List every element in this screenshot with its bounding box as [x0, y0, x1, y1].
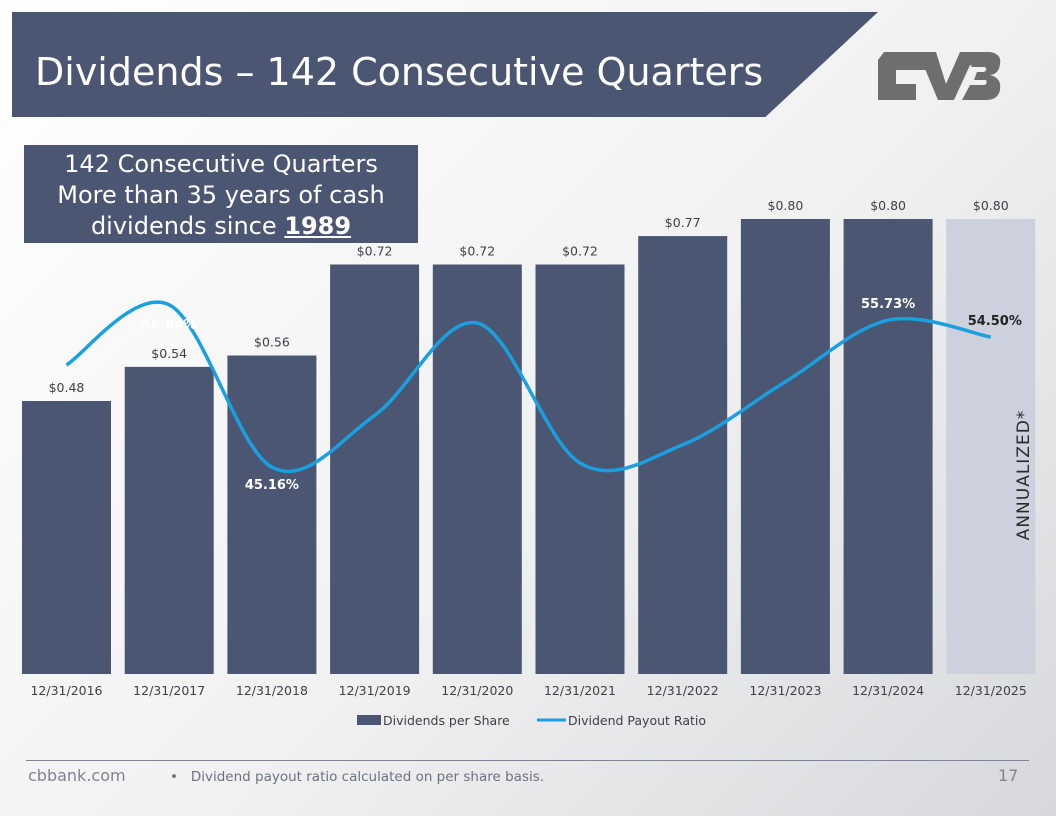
bar-value-label-12/31/2024: $0.80 — [870, 198, 906, 213]
page-title: Dividends – 142 Consecutive Quarters — [35, 50, 764, 94]
x-tick-label-12/31/2023: 12/31/2023 — [749, 683, 821, 698]
bar-12/31/2023 — [740, 219, 830, 674]
footer-note-text: Dividend payout ratio calculated on per … — [190, 769, 545, 785]
bar-12/31/2020 — [432, 264, 522, 674]
payout-label-12/31/2018: 45.16% — [245, 478, 299, 493]
bar-value-label-12/31/2025: $0.80 — [973, 198, 1009, 213]
bar-12/31/2019 — [330, 264, 420, 674]
bar-12/31/2024 — [843, 219, 933, 674]
bar-12/31/2022 — [638, 236, 728, 674]
bar-value-label-12/31/2020: $0.72 — [459, 244, 495, 259]
title-banner — [12, 12, 878, 117]
x-tick-label-12/31/2025: 12/31/2025 — [955, 683, 1027, 698]
logo-c-shape — [878, 52, 930, 100]
footer-note: • Dividend payout ratio calculated on pe… — [170, 769, 545, 785]
footer-divider — [26, 760, 1029, 761]
callout-box: 142 Consecutive Quarters More than 35 ye… — [24, 145, 418, 243]
callout-line-3: dividends since 1989 — [24, 211, 418, 242]
x-tick-label-12/31/2024: 12/31/2024 — [852, 683, 924, 698]
x-tick-label-12/31/2020: 12/31/2020 — [441, 683, 513, 698]
x-tick-label-12/31/2021: 12/31/2021 — [544, 683, 616, 698]
bar-value-label-12/31/2019: $0.72 — [357, 244, 393, 259]
x-tick-label-12/31/2019: 12/31/2019 — [339, 683, 411, 698]
legend-label-dividends: Dividends per Share — [383, 713, 510, 728]
page-number: 17 — [998, 766, 1019, 785]
footer-site: cbbank.com — [28, 766, 126, 785]
legend-swatch-dividends — [357, 715, 381, 725]
payout-label-12/31/2017: 56.84% — [142, 318, 196, 333]
payout-label-12/31/2024: 55.73% — [861, 297, 915, 312]
x-tick-label-12/31/2016: 12/31/2016 — [30, 683, 102, 698]
callout-line-1: 142 Consecutive Quarters — [64, 150, 378, 178]
x-tick-label-12/31/2018: 12/31/2018 — [236, 683, 308, 698]
bar-12/31/2017 — [124, 366, 214, 674]
payout-label-12/31/2025: 54.50% — [968, 314, 1022, 329]
callout-year: 1989 — [284, 212, 352, 240]
callout-line-2: More than 35 years of cash — [57, 181, 385, 209]
logo-v-shape — [918, 52, 976, 100]
logo-b-shape — [962, 52, 1001, 100]
bar-12/31/2025 — [946, 219, 1036, 674]
cvb-logo-icon — [878, 52, 1001, 100]
bar-value-label-12/31/2021: $0.72 — [562, 244, 598, 259]
x-tick-label-12/31/2022: 12/31/2022 — [647, 683, 719, 698]
bar-value-label-12/31/2017: $0.54 — [151, 346, 187, 361]
bar-value-label-12/31/2022: $0.77 — [665, 215, 701, 230]
legend-label-payout: Dividend Payout Ratio — [568, 713, 706, 728]
bar-12/31/2018 — [227, 355, 317, 674]
bar-12/31/2016 — [22, 401, 111, 674]
bar-value-label-12/31/2018: $0.56 — [254, 335, 290, 350]
annualized-label: ANNUALIZED* — [1014, 410, 1034, 541]
payout-ratio-line — [65, 300, 992, 474]
bar-value-label-12/31/2016: $0.48 — [49, 380, 85, 395]
bar-value-label-12/31/2023: $0.80 — [768, 198, 804, 213]
callout-line-3-text: dividends since — [90, 212, 285, 240]
x-tick-label-12/31/2017: 12/31/2017 — [133, 683, 205, 698]
